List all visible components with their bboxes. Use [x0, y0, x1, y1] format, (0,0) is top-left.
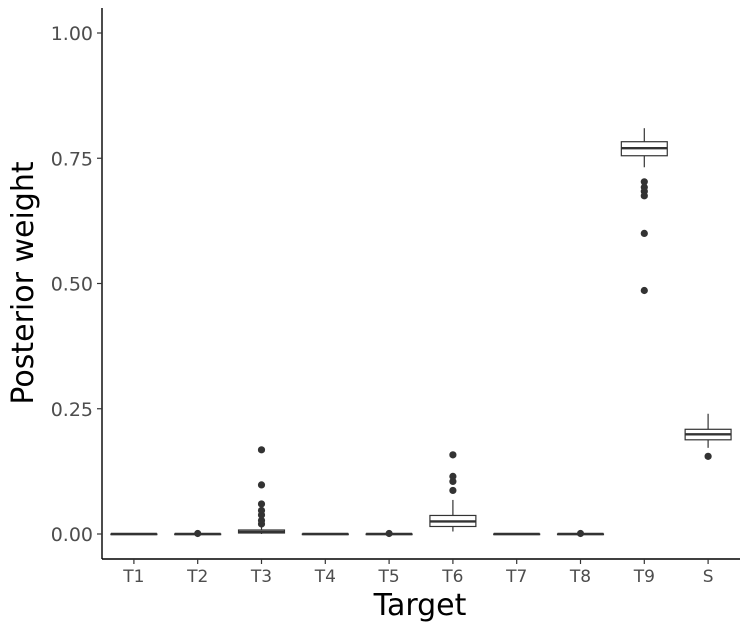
y-tick-label: 0.00: [51, 524, 93, 546]
outlier-point: [257, 500, 266, 508]
outlier-point: [640, 286, 648, 295]
outlier-point: [449, 451, 457, 459]
x-tick-label: T2: [186, 567, 208, 587]
x-tick-label: S: [703, 567, 714, 587]
outlier-point: [576, 529, 585, 538]
box-t3: [237, 446, 286, 534]
outlier-point: [385, 529, 393, 538]
x-axis: T1 T2 T3 T4 T5 T6 T7 T8 T9 S: [102, 558, 740, 587]
outlier-point: [257, 446, 266, 454]
box-t7: [493, 532, 541, 536]
outlier-point: [449, 472, 457, 480]
plot-area: [110, 128, 732, 538]
y-axis: 0.00 0.25 0.50 0.75 1.00: [51, 8, 103, 559]
outlier-point: [449, 486, 457, 495]
x-tick-label: T5: [377, 567, 399, 587]
y-axis-title: Posterior weight: [6, 161, 41, 405]
y-tick-label: 0.50: [51, 274, 93, 296]
x-tick-label: T8: [569, 567, 591, 587]
x-axis-title: Target: [373, 588, 467, 623]
outlier-point: [640, 229, 648, 237]
box-t8: [556, 529, 605, 538]
outlier-point: [194, 529, 202, 538]
box-s: [684, 413, 732, 460]
x-tick-label: T6: [441, 567, 463, 587]
outlier-point: [704, 452, 712, 460]
outlier-point: [449, 477, 457, 485]
outlier-point: [640, 192, 648, 200]
outlier-point: [257, 516, 266, 525]
x-tick-label: T3: [250, 567, 272, 587]
y-tick-label: 0.75: [51, 148, 93, 170]
box-t2: [174, 529, 222, 538]
outlier-point: [640, 178, 648, 186]
x-tick-label: T9: [633, 567, 655, 587]
box-t9: [620, 128, 668, 295]
box-t4: [301, 532, 349, 536]
y-tick-label: 0.25: [51, 399, 93, 421]
outlier-point: [257, 481, 266, 489]
box-t6: [429, 451, 477, 532]
x-tick-label: T1: [122, 567, 144, 587]
box-t5: [365, 529, 413, 538]
y-tick-label: 1.00: [51, 23, 93, 45]
x-tick-label: T4: [314, 567, 336, 587]
outlier-point: [257, 506, 266, 515]
box-t1: [110, 532, 158, 536]
x-tick-label: T7: [505, 567, 527, 587]
